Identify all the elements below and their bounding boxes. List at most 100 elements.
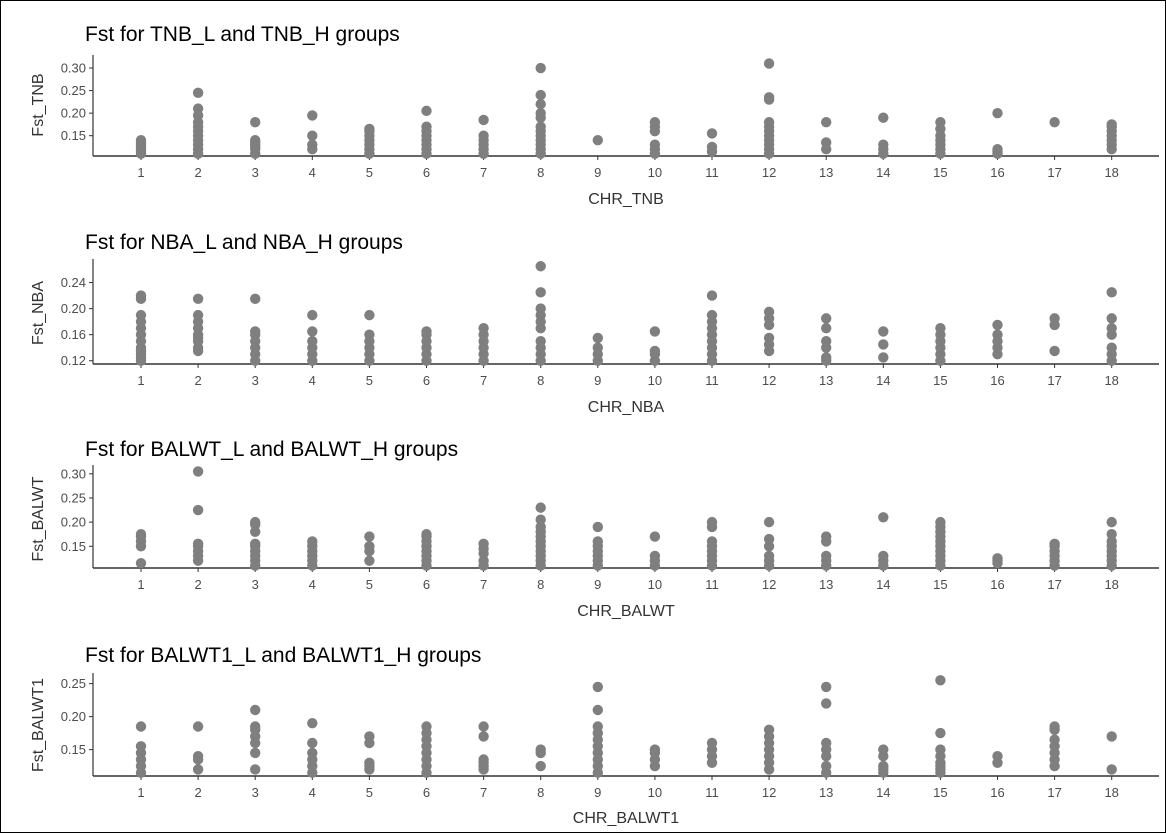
x-tick-label: 1 bbox=[137, 785, 144, 800]
data-point-chr-3 bbox=[250, 747, 261, 759]
x-tick-label: 11 bbox=[705, 165, 719, 180]
x-tick-label: 11 bbox=[705, 373, 719, 388]
x-tick-label: 3 bbox=[252, 373, 259, 388]
data-point-chr-3 bbox=[250, 538, 261, 550]
data-point-chr-7 bbox=[478, 538, 489, 550]
data-point-chr-2 bbox=[192, 87, 204, 99]
data-point-chr-18 bbox=[1106, 322, 1117, 334]
data-point-chr-2 bbox=[192, 751, 204, 762]
panel-4: Fst for BALWT1_L and BALWT1_H groups Fst_… bbox=[30, 644, 1159, 827]
data-point-chr-3 bbox=[250, 764, 261, 775]
y-axis-title: Fst_BALWT bbox=[30, 476, 47, 561]
data-point-chr-9 bbox=[592, 332, 603, 344]
x-tick-label: 2 bbox=[194, 165, 201, 180]
y-tick-label: 0.20 bbox=[61, 709, 86, 724]
data-point-chr-2 bbox=[192, 504, 204, 516]
data-point-chr-12 bbox=[763, 541, 775, 552]
panel-title: Fst for BALWT_L and BALWT_H groups bbox=[85, 438, 458, 461]
data-point-chr-9 bbox=[592, 135, 603, 146]
x-tick-label: 7 bbox=[480, 373, 487, 388]
data-point-chr-13 bbox=[821, 322, 832, 334]
x-tick-label: 7 bbox=[480, 165, 487, 180]
y-tick-label: 0.15 bbox=[61, 742, 86, 757]
data-point-chr-2 bbox=[192, 466, 204, 477]
x-tick-label: 13 bbox=[819, 165, 833, 180]
data-point-chr-13 bbox=[821, 313, 832, 324]
data-point-chr-8 bbox=[535, 98, 546, 110]
data-point-chr-18 bbox=[1106, 313, 1117, 324]
data-point-chr-17 bbox=[1049, 345, 1060, 357]
data-point-chr-6 bbox=[421, 121, 432, 132]
data-point-chr-14 bbox=[878, 112, 889, 123]
data-point-chr-10 bbox=[649, 345, 661, 357]
data-point-chr-18 bbox=[1106, 731, 1117, 742]
data-point-chr-8 bbox=[535, 514, 546, 525]
x-tick-label: 12 bbox=[762, 577, 776, 592]
x-tick-label: 16 bbox=[990, 577, 1004, 592]
x-tick-label: 10 bbox=[648, 373, 662, 388]
data-point-chr-14 bbox=[878, 744, 889, 755]
x-tick-label: 1 bbox=[137, 577, 144, 592]
data-point-chr-6 bbox=[421, 721, 432, 732]
data-point-chr-3 bbox=[250, 721, 261, 732]
y-axis-title: Fst_TNB bbox=[30, 73, 47, 136]
data-point-chr-7 bbox=[478, 130, 489, 141]
x-tick-label: 14 bbox=[876, 373, 890, 388]
x-tick-label: 4 bbox=[309, 785, 316, 800]
y-tick-label: 0.12 bbox=[61, 353, 86, 368]
x-tick-label: 10 bbox=[648, 577, 662, 592]
x-tick-label: 7 bbox=[480, 577, 487, 592]
data-point-chr-17 bbox=[1049, 721, 1060, 732]
data-point-chr-18 bbox=[1106, 516, 1117, 528]
data-point-chr-11 bbox=[706, 290, 718, 301]
data-point-chr-18 bbox=[1106, 528, 1117, 540]
data-point-chr-12 bbox=[763, 550, 775, 562]
data-point-chr-4 bbox=[307, 326, 318, 337]
x-axis-title: CHR_BALWT1 bbox=[573, 810, 679, 827]
x-tick-label: 4 bbox=[309, 165, 316, 180]
x-tick-label: 6 bbox=[423, 165, 430, 180]
x-tick-label: 6 bbox=[423, 577, 430, 592]
x-tick-label: 2 bbox=[194, 785, 201, 800]
y-tick-label: 0.25 bbox=[61, 676, 86, 691]
data-point-chr-3 bbox=[250, 116, 261, 128]
data-point-chr-11 bbox=[706, 128, 718, 139]
data-point-chr-4 bbox=[307, 536, 318, 547]
data-point-chr-1 bbox=[135, 741, 147, 752]
data-point-chr-13 bbox=[821, 116, 832, 128]
data-point-chr-7 bbox=[478, 322, 489, 334]
data-point-chr-8 bbox=[535, 261, 546, 272]
x-tick-label: 14 bbox=[876, 165, 890, 180]
x-tick-label: 18 bbox=[1104, 373, 1118, 388]
data-point-chr-18 bbox=[1106, 287, 1117, 298]
data-point-chr-13 bbox=[821, 335, 832, 347]
data-point-chr-14 bbox=[878, 326, 889, 337]
y-tick-label: 0.20 bbox=[61, 301, 86, 316]
data-point-chr-4 bbox=[307, 139, 318, 150]
data-point-chr-7 bbox=[478, 555, 489, 566]
data-point-chr-1 bbox=[135, 557, 147, 569]
data-point-chr-17 bbox=[1049, 313, 1060, 324]
x-tick-label: 15 bbox=[933, 785, 947, 800]
data-point-chr-15 bbox=[935, 322, 946, 334]
data-point-chr-5 bbox=[364, 541, 375, 552]
data-point-chr-11 bbox=[706, 309, 718, 321]
data-point-chr-3 bbox=[250, 526, 261, 537]
x-tick-label: 7 bbox=[480, 785, 487, 800]
data-point-chr-4 bbox=[307, 747, 318, 759]
y-tick-label: 0.25 bbox=[61, 83, 86, 98]
data-point-chr-13 bbox=[821, 352, 832, 363]
x-tick-label: 3 bbox=[252, 165, 259, 180]
y-tick-label: 0.25 bbox=[61, 490, 86, 505]
x-tick-label: 12 bbox=[762, 165, 776, 180]
data-point-chr-3 bbox=[250, 326, 261, 337]
data-point-chr-16 bbox=[992, 107, 1003, 119]
x-tick-label: 10 bbox=[648, 785, 662, 800]
data-point-chr-4 bbox=[307, 718, 318, 729]
x-tick-label: 8 bbox=[537, 577, 544, 592]
y-tick-label: 0.24 bbox=[61, 275, 86, 290]
x-axis-title: CHR_TNB bbox=[588, 191, 664, 208]
data-point-chr-13 bbox=[821, 698, 832, 709]
